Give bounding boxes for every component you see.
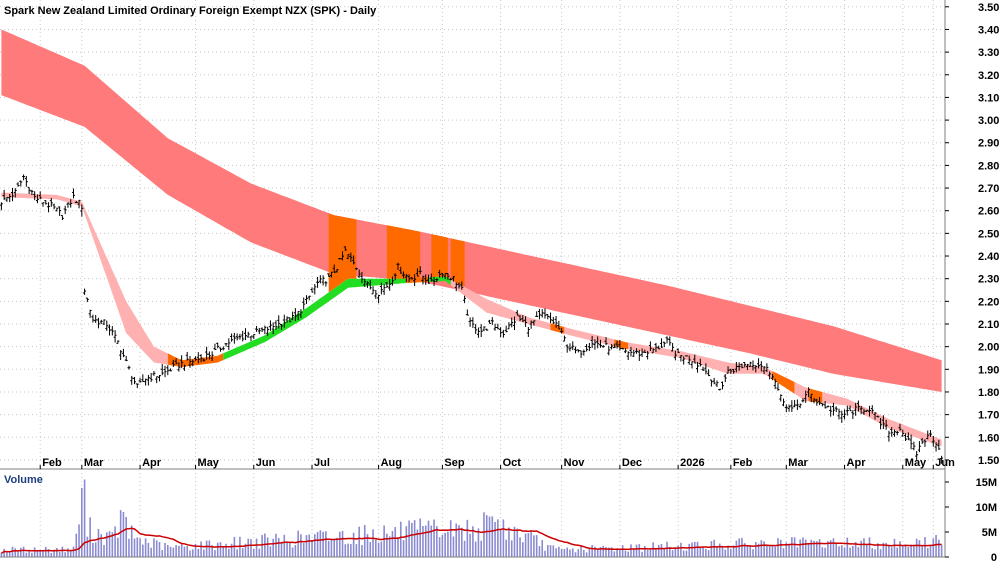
- time-tick-label: Apr: [142, 457, 162, 469]
- time-tick-label: Jun: [256, 457, 276, 469]
- price-tick-label: 2.70: [978, 183, 999, 195]
- time-tick-label: Feb: [42, 457, 62, 469]
- time-tick-label: Apr: [847, 457, 867, 469]
- highlight-bar: [450, 238, 465, 287]
- price-tick-label: 3.50: [978, 2, 999, 14]
- long-term-ribbon: [1, 29, 942, 392]
- short-term-ribbon-segment: [564, 327, 615, 347]
- price-tick-label: 1.80: [978, 387, 999, 399]
- price-tick-label: 2.30: [978, 274, 999, 286]
- short-term-ribbon-segment: [794, 382, 809, 402]
- price-tick-label: 1.60: [978, 432, 999, 444]
- price-tick-label: 3.00: [978, 115, 999, 127]
- volume-layer: [0, 479, 943, 557]
- highlight-bar: [386, 225, 404, 279]
- price-tick-label: 1.90: [978, 364, 999, 376]
- price-tick-label: 2.80: [978, 160, 999, 172]
- short-term-ribbon-segment: [822, 392, 942, 447]
- grid-layer: [0, 0, 943, 557]
- price-tick-label: 3.30: [978, 47, 999, 59]
- time-tick-label: Jun: [935, 457, 955, 469]
- volume-tick-label: 5M: [982, 527, 997, 539]
- volume-moving-average: [0, 527, 942, 554]
- time-tick-label: 2026: [680, 457, 704, 469]
- volume-tick-label: 0: [991, 552, 997, 562]
- price-tick-label: 3.40: [978, 24, 999, 36]
- short-term-ribbon-segment: [223, 278, 407, 361]
- time-tick-label: May: [905, 457, 927, 469]
- highlight-bar: [403, 228, 421, 279]
- time-tick-label: Dec: [622, 457, 642, 469]
- price-tick-label: 2.20: [978, 296, 999, 308]
- short-term-ribbon-segment: [808, 388, 823, 403]
- short-term-ribbon-segment: [614, 339, 629, 350]
- time-tick-label: Sep: [444, 457, 464, 469]
- highlight-bar: [431, 234, 448, 278]
- price-tick-label: 1.50: [978, 455, 999, 467]
- short-term-ribbon-segment: [1, 192, 168, 365]
- time-tick-label: Feb: [733, 457, 753, 469]
- price-tick-label: 3.10: [978, 92, 999, 104]
- time-tick-label: May: [198, 457, 220, 469]
- volume-tick-label: 10M: [976, 502, 997, 514]
- price-tick-label: 2.60: [978, 206, 999, 218]
- price-tick-label: 2.40: [978, 251, 999, 263]
- price-tick-label: 2.00: [978, 342, 999, 354]
- short-term-ribbon-segment: [772, 371, 795, 394]
- volume-label: Volume: [4, 474, 43, 486]
- price-tick-label: 2.50: [978, 228, 999, 240]
- time-tick-label: Mar: [788, 457, 808, 469]
- chart-title: Spark New Zealand Limited Ordinary Forei…: [4, 5, 377, 17]
- price-tick-label: 2.90: [978, 138, 999, 150]
- time-tick-label: Aug: [381, 457, 402, 469]
- volume-tick-label: 15M: [976, 477, 997, 489]
- candle-layer: [0, 174, 944, 464]
- price-tick-label: 1.70: [978, 410, 999, 422]
- time-tick-label: Mar: [84, 457, 104, 469]
- time-tick-label: Oct: [503, 457, 522, 469]
- time-tick-label: Jul: [314, 457, 330, 469]
- time-tick-label: Nov: [564, 457, 586, 469]
- price-tick-label: 2.10: [978, 319, 999, 331]
- price-tick-label: 3.20: [978, 70, 999, 82]
